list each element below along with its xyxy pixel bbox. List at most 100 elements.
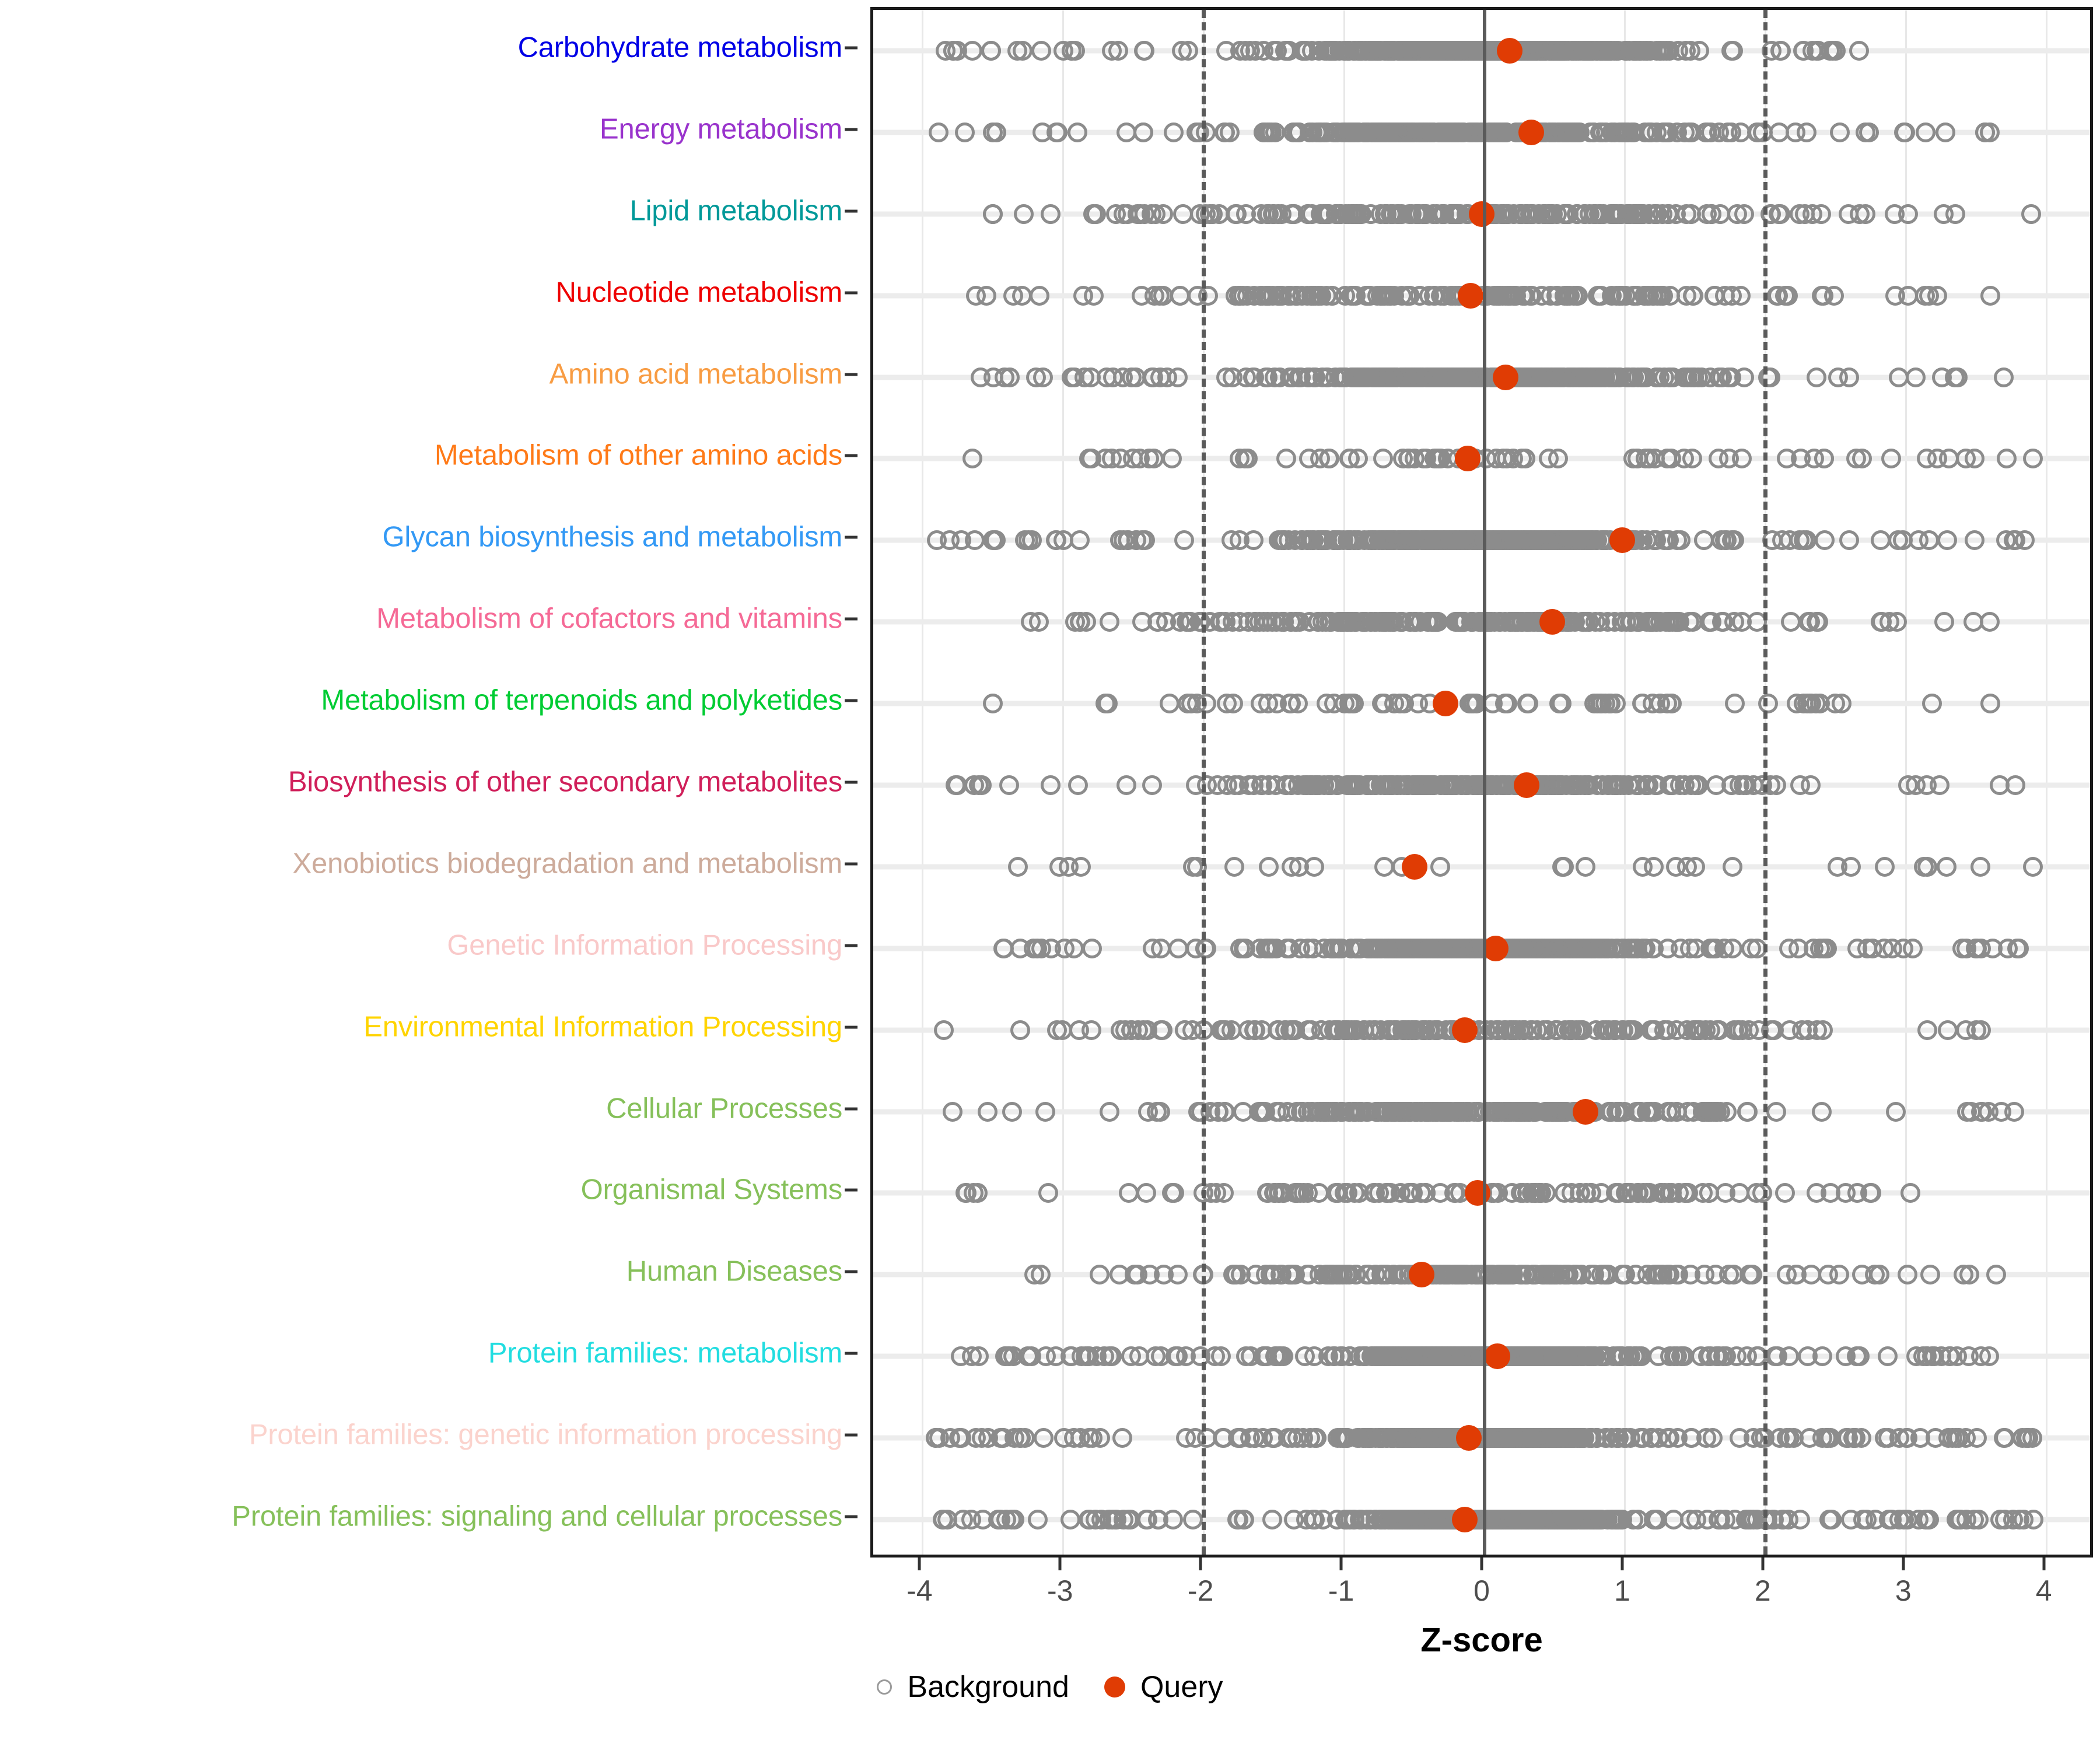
background-point: [1721, 40, 1741, 61]
background-point: [1423, 204, 1443, 224]
background-point: [1831, 694, 1852, 714]
background-point: [1701, 1101, 1721, 1122]
background-point: [1869, 1265, 1889, 1285]
background-point: [1348, 449, 1368, 469]
background-point: [1909, 530, 1929, 551]
background-point: [1163, 122, 1184, 142]
background-point: [1391, 1101, 1412, 1122]
background-point: [1989, 775, 2010, 795]
scatter-row: [873, 603, 2090, 640]
scatter-row: [873, 766, 2090, 804]
background-point: [1129, 449, 1150, 469]
query-point: [1452, 1017, 1478, 1043]
query-point: [1455, 446, 1481, 472]
background-point: [1304, 856, 1325, 877]
background-point: [1906, 775, 1926, 795]
background-point: [955, 122, 975, 142]
background-point: [1780, 612, 1801, 632]
y-axis-category-label: Biosynthesis of other secondary metaboli…: [288, 766, 842, 798]
y-axis-category-label: Glycan biosynthesis and metabolism: [382, 521, 843, 553]
background-point: [1142, 775, 1163, 795]
background-point: [943, 40, 964, 61]
background-point: [1488, 285, 1508, 306]
background-point: [1814, 530, 1835, 551]
background-point: [1216, 40, 1237, 61]
background-point: [1290, 1101, 1311, 1122]
background-point: [1053, 530, 1073, 551]
scatter-row: [873, 1256, 2090, 1293]
background-point: [1367, 285, 1388, 306]
background-point: [1320, 449, 1340, 469]
background-point: [1956, 1020, 1976, 1040]
background-point: [1536, 1183, 1556, 1203]
background-point: [1061, 40, 1082, 61]
background-point: [1807, 367, 1827, 387]
background-point: [994, 938, 1014, 958]
y-axis-category-label: Protein families: genetic information pr…: [249, 1419, 842, 1451]
background-point: [1344, 694, 1364, 714]
background-point: [1888, 530, 1908, 551]
background-point: [1785, 122, 1805, 142]
background-point: [1132, 612, 1152, 632]
background-point: [1052, 1020, 1073, 1040]
background-point: [1230, 612, 1250, 632]
background-point: [1002, 1101, 1022, 1122]
background-point: [1839, 530, 1860, 551]
background-point: [1365, 775, 1385, 795]
background-point: [1049, 856, 1070, 877]
background-point: [1954, 1265, 1974, 1285]
background-point: [1723, 856, 1743, 877]
background-point: [1373, 449, 1394, 469]
background-point: [1807, 1020, 1827, 1040]
background-point: [1857, 938, 1877, 958]
background-point: [1920, 1265, 1941, 1285]
background-point: [1886, 1101, 1906, 1122]
background-point: [1906, 367, 1926, 387]
background-point: [1038, 1183, 1058, 1203]
background-point: [2004, 1101, 2025, 1122]
background-point: [1254, 40, 1274, 61]
background-point: [1817, 938, 1838, 958]
background-point: [1822, 40, 1843, 61]
background-point: [1366, 530, 1386, 551]
background-point: [1258, 694, 1278, 714]
background-point: [1270, 285, 1290, 306]
background-point: [1003, 285, 1024, 306]
background-point: [1634, 122, 1655, 142]
background-point: [1233, 938, 1254, 958]
background-point: [1793, 40, 1813, 61]
background-point: [1250, 612, 1270, 632]
background-point: [1986, 1265, 2006, 1285]
background-point: [1342, 204, 1363, 224]
background-point: [1221, 530, 1241, 551]
background-point: [982, 694, 1003, 714]
background-point: [1537, 1101, 1558, 1122]
background-point: [1884, 204, 1905, 224]
background-point: [1108, 40, 1128, 61]
background-point: [1236, 367, 1256, 387]
background-point: [1936, 856, 1957, 877]
background-point: [1650, 1183, 1671, 1203]
background-point: [1645, 530, 1665, 551]
background-point: [2022, 856, 2043, 877]
background-point: [1029, 285, 1049, 306]
x-gridline: [1062, 10, 1064, 1555]
y-axis-category-labels: Carbohydrate metabolism Energy metabolism…: [0, 0, 858, 1558]
y-axis-tick: [845, 454, 858, 457]
query-point: [1408, 1262, 1434, 1288]
background-point: [1653, 1265, 1673, 1285]
y-axis-category-label: Carbohydrate metabolism: [517, 32, 843, 64]
background-point: [1404, 449, 1424, 469]
x-gridline: [2046, 10, 2048, 1555]
background-point: [1852, 1265, 1872, 1285]
background-point: [1119, 1183, 1139, 1203]
background-point: [1301, 1020, 1321, 1040]
background-point: [1271, 530, 1292, 551]
background-point: [1211, 612, 1231, 632]
background-point: [1168, 938, 1189, 958]
background-point: [1436, 775, 1457, 795]
y-axis-tick: [845, 536, 858, 539]
background-point: [1302, 122, 1322, 142]
background-point: [1559, 122, 1580, 142]
background-point: [1964, 530, 1985, 551]
